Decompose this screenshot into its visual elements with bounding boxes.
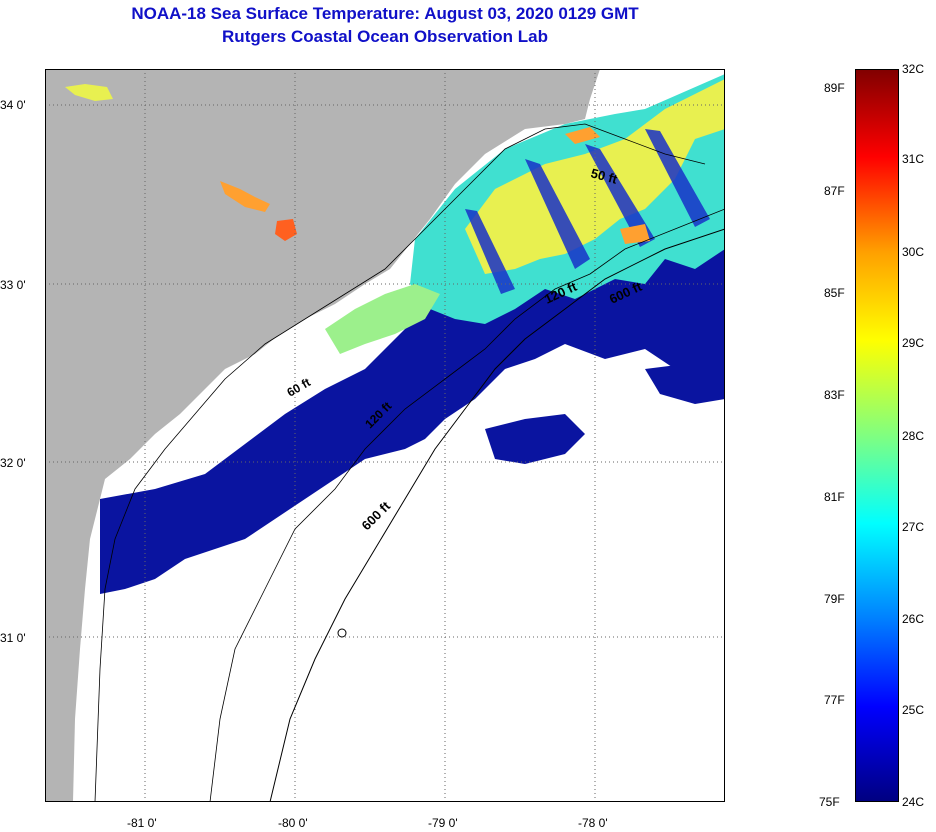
isobath-600ft <box>269 228 725 802</box>
lat-label-34: 34 0' <box>0 98 26 112</box>
title-line-1: NOAA-18 Sea Surface Temperature: August … <box>131 4 639 23</box>
lon-label-78: -78 0' <box>578 816 608 830</box>
colorbar-label-24c: 24C <box>902 795 925 809</box>
cool-streak-4 <box>465 209 515 294</box>
cold-water-patch <box>485 414 585 464</box>
lat-label-32: 32 0' <box>0 456 26 470</box>
colorbar-label-30c: 30C <box>902 245 925 259</box>
isobath-label-50: 50 ft <box>589 165 619 187</box>
cool-streak-2 <box>585 144 655 247</box>
colorbar-label-85f: 85F <box>824 286 845 300</box>
isobath-120ft <box>209 208 725 802</box>
cool-streak-3 <box>645 129 710 227</box>
map-frame <box>45 69 725 802</box>
warm-spot-orange-2 <box>620 224 650 244</box>
lat-label-33: 33 0' <box>0 278 26 292</box>
lon-label-81: -81 0' <box>127 816 157 830</box>
colorbar-label-31c: 31C <box>902 152 925 166</box>
warm-spot-orange <box>565 127 600 144</box>
colorbar-label-75f: 75F <box>819 795 840 809</box>
lon-label-80: -80 0' <box>278 816 308 830</box>
sst-map: 50 ft 120 ft 600 ft 60 ft 120 ft 600 ft <box>45 69 725 802</box>
cool-streak <box>525 159 590 269</box>
land <box>45 69 600 802</box>
graticule <box>45 69 725 802</box>
colorbar-label-89f: 89F <box>824 81 845 95</box>
temperature-colorbar <box>855 69 899 802</box>
inland-lake-2 <box>275 219 297 241</box>
colorbar-label-32c: 32C <box>902 62 925 76</box>
inland-lake <box>220 181 270 212</box>
warm-water-yellow <box>465 79 725 274</box>
colorbar-label-87f: 87F <box>824 184 845 198</box>
colorbar-label-81f: 81F <box>824 490 845 504</box>
inland-lake-3 <box>65 84 113 101</box>
colorbar-label-83f: 83F <box>824 388 845 402</box>
warm-water-green <box>325 284 440 354</box>
title-line-2: Rutgers Coastal Ocean Observation Lab <box>222 27 548 46</box>
colorbar-frame <box>855 69 899 802</box>
lon-label-79: -79 0' <box>428 816 458 830</box>
colorbar-label-79f: 79F <box>824 592 845 606</box>
colorbar-label-27c: 27C <box>902 520 925 534</box>
isobath-seamount <box>337 628 347 638</box>
colorbar-label-77f: 77F <box>824 693 845 707</box>
lat-label-31: 31 0' <box>0 631 26 645</box>
cold-water-patch-2 <box>645 364 725 404</box>
colorbar-label-28c: 28C <box>902 429 925 443</box>
colorbar-gradient <box>855 69 899 802</box>
colorbar-label-25c: 25C <box>902 703 925 717</box>
colorbar-label-29c: 29C <box>902 336 925 350</box>
colorbar-label-26c: 26C <box>902 612 925 626</box>
isobath-50ft <box>94 123 706 802</box>
